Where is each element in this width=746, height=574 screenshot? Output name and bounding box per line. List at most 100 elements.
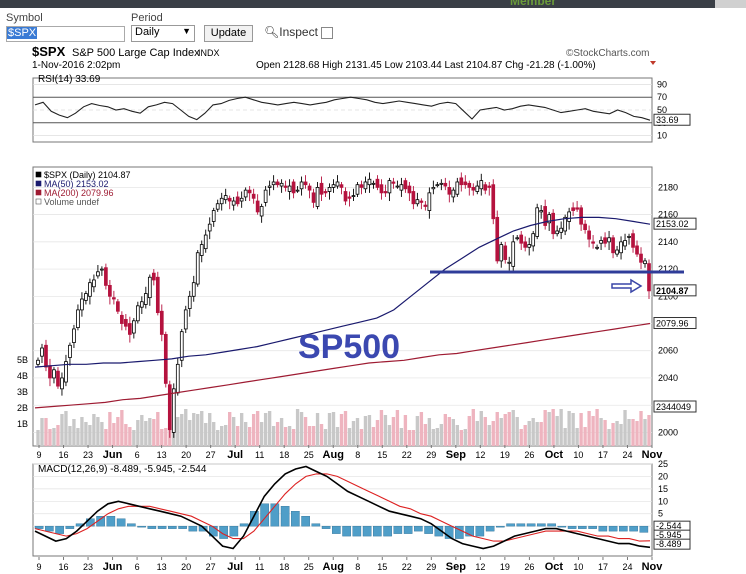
candle-body	[211, 210, 216, 222]
volume-bar	[132, 430, 136, 446]
macd-histogram-bar	[168, 525, 177, 529]
volume-bar	[291, 429, 296, 446]
volume-bar	[339, 414, 344, 446]
x-tick-label: Jul	[227, 449, 243, 461]
macd-histogram-bar	[537, 523, 546, 527]
macd-histogram-bar	[475, 525, 485, 537]
candle-body	[483, 184, 488, 191]
volume-bar	[503, 414, 507, 446]
macd-tick-label: 10	[658, 496, 668, 506]
candle-body	[435, 184, 440, 187]
candle-body	[423, 204, 428, 207]
volume-bar	[347, 428, 352, 446]
macd-histogram-bar	[403, 525, 413, 534]
volume-tick-label: 5B	[17, 355, 28, 365]
volume-bar	[343, 411, 348, 446]
candle-body	[291, 181, 296, 194]
candle-body	[347, 196, 352, 199]
candle-body	[587, 230, 591, 240]
inspect-checkbox[interactable]	[320, 26, 333, 39]
macd-tick-label: 20	[658, 471, 668, 481]
candle-body	[487, 185, 492, 188]
x-tick-label: 9	[36, 562, 41, 572]
candle-body	[36, 359, 40, 365]
macd-value-label: -2.544	[656, 521, 682, 531]
candle-body	[491, 184, 496, 220]
macd-line	[34, 465, 651, 550]
volume-bar	[443, 414, 448, 446]
candle-body	[591, 241, 595, 244]
macd-histogram-bar	[250, 511, 259, 527]
volume-bar	[96, 417, 100, 446]
macd-histogram-bar	[506, 523, 515, 527]
macd-histogram-bar	[188, 525, 198, 532]
candle-body	[112, 297, 116, 300]
macd-histogram-bar	[434, 525, 444, 537]
candle-body	[427, 192, 432, 211]
candle-body	[52, 369, 56, 379]
rsi-tick-label: 50	[657, 105, 667, 115]
candle-body	[235, 196, 240, 205]
volume-bar	[247, 427, 252, 446]
volume-bar	[212, 422, 216, 446]
x-tick-label: 6	[135, 450, 140, 460]
sp500-annotation: SP500	[298, 328, 400, 366]
x-tick-label: Jun	[103, 561, 123, 573]
macd-histogram-bar	[147, 525, 157, 529]
volume-bar	[303, 417, 308, 446]
volume-bar	[471, 409, 475, 446]
x-tick-label: 11	[255, 450, 264, 460]
candle-body	[511, 241, 516, 267]
volume-bar	[200, 411, 204, 446]
macd-histogram-bar	[455, 525, 464, 539]
candle-body	[203, 234, 208, 250]
macd-histogram-bar	[157, 525, 167, 529]
candle-body	[635, 245, 639, 255]
candle-body	[175, 363, 180, 394]
candle-body	[463, 181, 468, 186]
volume-bar	[140, 415, 144, 446]
update-button[interactable]: Update	[204, 25, 253, 42]
volume-bar	[647, 415, 651, 446]
candle-body	[199, 244, 204, 256]
candle-body	[303, 181, 308, 186]
candle-body	[219, 197, 224, 205]
price-tick-label: 2060	[658, 346, 678, 356]
inspect-toggle[interactable]: 🔍︎Inspect	[264, 25, 333, 39]
volume-bar	[152, 419, 156, 446]
volume-bar	[367, 415, 372, 446]
x-tick-label: 15	[377, 450, 387, 460]
candle-body	[535, 207, 540, 237]
volume-bar	[435, 428, 440, 446]
candle-body	[259, 206, 264, 217]
volume-bar	[451, 419, 455, 446]
period-select[interactable]: Daily ▼	[131, 25, 195, 42]
volume-bar	[363, 416, 368, 446]
volume-bar	[631, 419, 635, 446]
macd-histogram-bar	[96, 516, 105, 527]
volume-bar	[607, 429, 611, 446]
volume-bar	[619, 424, 623, 446]
candle-body	[171, 388, 176, 433]
candle-body	[351, 195, 356, 197]
macd-histogram-bar	[567, 525, 577, 529]
candle-body	[499, 244, 504, 262]
volume-bar	[603, 420, 607, 446]
candle-body	[575, 207, 579, 210]
x-tick-label: 23	[83, 450, 93, 460]
candle-body	[64, 361, 68, 383]
volume-bar	[491, 421, 495, 446]
macd-histogram-bar	[526, 523, 536, 527]
candle-body	[479, 180, 484, 190]
magnifier-icon: 🔍︎	[264, 25, 280, 39]
candle-body	[48, 365, 52, 379]
macd-histogram-bar	[588, 525, 597, 529]
x-tick-label: Oct	[545, 449, 564, 461]
candle-body	[451, 189, 456, 198]
x-tick-label: 29	[426, 450, 436, 460]
candle-body	[455, 181, 460, 195]
member-link[interactable]: Member	[510, 0, 557, 8]
x-tick-label: 23	[83, 562, 93, 572]
symbol-input[interactable]: $SPX	[6, 26, 125, 42]
volume-bar	[591, 416, 595, 446]
